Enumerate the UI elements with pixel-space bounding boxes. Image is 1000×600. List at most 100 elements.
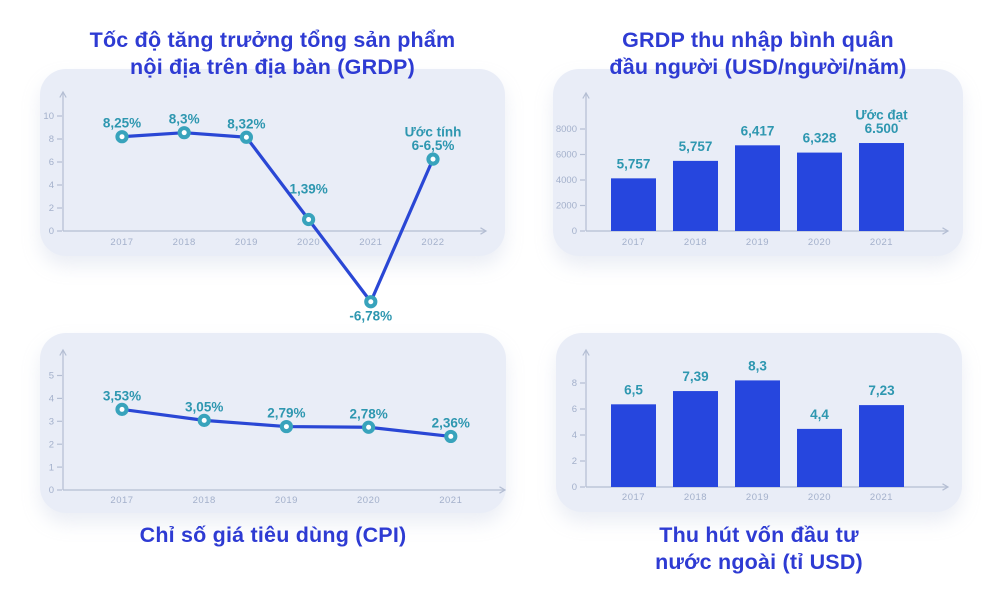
data-line [121,131,435,304]
title-line: Thu hút vốn đầu tư [659,523,859,547]
bar-value-label: 7,39 [682,369,708,384]
data-point-label: 3,05% [185,399,223,414]
y-tick-label: 0 [49,485,54,496]
y-tick-label: 4 [49,180,54,191]
y-tick-label: 2 [49,203,54,214]
x-tick-label: 2020 [808,492,831,503]
y-axis-arrow-icon [582,348,590,356]
data-point-marker-hole [448,433,454,439]
bar [859,143,904,231]
y-tick-label: 0 [572,482,577,493]
bar [611,178,656,231]
x-tick-label: 2020 [297,237,320,248]
chart-title-cpi: Chỉ số giá tiêu dùng (CPI) [40,522,506,549]
y-tick-label: 2 [572,456,577,467]
x-axis-arrow-icon [499,486,507,494]
data-point-label: 8,3% [169,112,200,127]
x-tick-label: 2019 [746,492,769,503]
title-line: nước ngoài (tỉ USD) [655,550,863,574]
data-point-marker-hole [201,417,207,423]
data-point-label: 3,53% [103,388,141,403]
title-line: nội địa trên địa bàn (GRDP) [130,55,415,79]
y-tick-label: 1 [49,462,54,473]
x-tick-label: 2021 [870,492,893,503]
bar [859,405,904,487]
y-tick-label: 8000 [556,124,577,135]
data-point-marker-hole [283,424,289,430]
chart-title-grdp-growth: Tốc độ tăng trưởng tổng sản phẩm nội địa… [40,27,505,81]
x-tick-label: 2021 [439,495,462,506]
data-point-label: 8,32% [227,116,265,131]
y-tick-label: 6 [572,404,577,415]
y-tick-label: 0 [572,226,577,237]
y-tick-label: 0 [49,226,54,237]
x-tick-label: 2021 [359,237,382,248]
x-tick-label: 2019 [235,237,258,248]
bar-value-label: 6,328 [803,131,837,146]
y-tick-label: 2 [49,439,54,450]
y-tick-label: 5 [49,371,54,382]
bar [673,391,718,487]
bar-value-label: 5,757 [617,156,651,171]
x-tick-label: 2019 [275,495,298,506]
bar [797,428,842,487]
chart-title-grdp-per-capita: GRDP thu nhập bình quân đầu người (USD/n… [553,27,963,81]
bar-value-label: 6,5 [624,382,643,397]
x-tick-label: 2018 [173,237,196,248]
y-tick-label: 4 [572,430,577,441]
data-point-marker-hole [430,156,436,162]
data-point-label: 1,39% [289,182,327,197]
data-point-marker-hole [119,406,125,412]
title-line: Chỉ số giá tiêu dùng (CPI) [139,523,407,547]
y-tick-label: 3 [49,417,54,428]
data-point-label: 2,79% [267,406,305,421]
bar-value-label: 5,757 [679,139,713,154]
y-tick-label: 6 [49,157,54,168]
x-tick-label: 2017 [110,237,133,248]
y-tick-label: 4 [49,394,54,405]
x-tick-label: 2018 [684,492,707,503]
x-tick-label: 2020 [357,495,380,506]
x-tick-label: 2022 [421,237,444,248]
x-axis-arrow-icon [942,483,950,491]
title-line: GRDP thu nhập bình quân [622,28,894,52]
x-axis-arrow-icon [942,227,950,235]
x-tick-label: 2017 [110,495,133,506]
x-tick-label: 2018 [684,237,707,248]
y-tick-label: 2000 [556,201,577,212]
data-point-marker-hole [368,299,374,305]
bar-value-label: Ước đạt [855,108,908,123]
y-tick-label: 10 [43,111,54,122]
y-tick-label: 8 [49,134,54,145]
data-point-label: 2,36% [432,415,470,430]
bar-value-label: 7,23 [868,383,895,398]
bar [673,160,718,231]
data-point-marker-hole [119,134,125,140]
bar-value-label: 6.500 [865,121,899,136]
chart-title-fdi: Thu hút vốn đầu tư nước ngoài (tỉ USD) [556,522,962,576]
bar-value-label: 4,4 [810,407,829,422]
x-tick-label: 2017 [622,492,645,503]
bar [735,145,780,231]
y-tick-label: 8 [572,378,577,389]
x-tick-label: 2021 [870,237,893,248]
x-axis-arrow-icon [480,227,488,235]
y-axis-arrow-icon [582,91,590,99]
bar [735,380,780,487]
bar-value-label: 6,417 [741,123,775,138]
data-point-label: 6-6,5% [412,138,455,153]
bar-value-label: 8,3 [748,358,767,373]
data-point-marker-hole [181,130,187,136]
x-tick-label: 2019 [746,237,769,248]
card-cpi [40,333,506,513]
data-point-marker-hole [243,134,249,140]
data-point-label: 8,25% [103,116,141,131]
y-tick-label: 6000 [556,150,577,161]
y-axis-arrow-icon [59,90,67,98]
data-point-marker-hole [366,424,372,430]
y-tick-label: 4000 [556,175,577,186]
bar [611,404,656,487]
data-point-label: -6,78% [349,309,392,324]
